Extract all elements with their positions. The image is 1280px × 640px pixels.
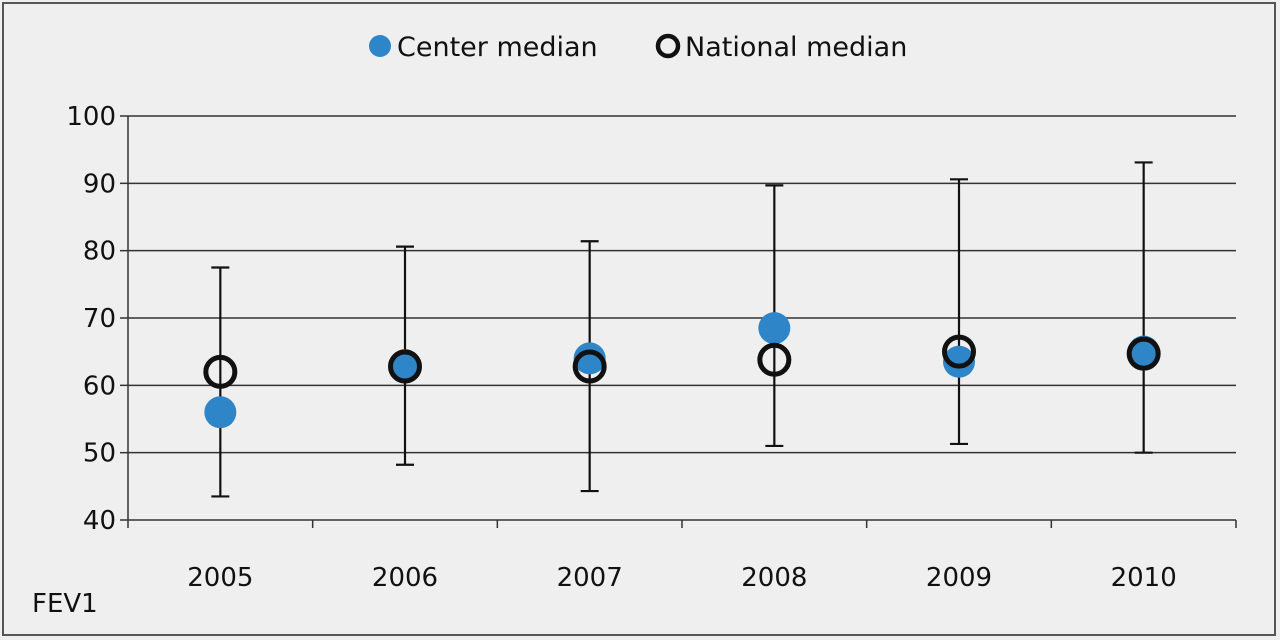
y-tick-label: 90	[83, 169, 116, 199]
y-tick-label: 60	[83, 371, 116, 401]
center-median-point	[204, 396, 237, 429]
center-median-point	[943, 345, 975, 378]
national-median-point	[1126, 336, 1161, 371]
national-median-point	[942, 334, 976, 369]
y-axis-label: FEV1	[32, 589, 98, 619]
legend-marker-center-median	[369, 35, 391, 57]
center-median-point	[758, 312, 791, 345]
y-tick-label: 50	[83, 439, 116, 469]
x-tick-label: 2010	[1111, 563, 1177, 593]
center-median-point	[573, 342, 606, 375]
national-median-point	[757, 342, 792, 377]
national-median-point	[572, 349, 607, 384]
x-tick-label: 2006	[372, 563, 438, 593]
y-tick-label: 40	[83, 506, 116, 536]
legend-label-center-median: Center median	[397, 32, 598, 63]
error-bars	[211, 161, 1153, 498]
national-median-point	[388, 349, 422, 384]
y-tick-label: 80	[83, 237, 116, 267]
x-tick-label: 2007	[557, 563, 623, 593]
national-median-point	[203, 354, 238, 389]
x-tick-label: 2009	[926, 563, 992, 593]
y-tick-labels: 40 50 60 70 80 90 100	[66, 102, 116, 536]
gridlines	[128, 115, 1236, 454]
legend-label-national-median: National median	[685, 32, 907, 63]
x-tick-label: 2008	[741, 563, 807, 593]
y-tick-label: 70	[83, 304, 116, 334]
y-tick-label: 100	[66, 102, 116, 132]
x-tick-labels: 2005 2006 2007 2008 2009 2010	[187, 563, 1177, 593]
x-tick-label: 2005	[187, 563, 253, 593]
axes	[120, 115, 1237, 528]
legend-marker-national-median	[655, 33, 681, 59]
legend: Center median National median	[369, 32, 907, 63]
data-points	[203, 312, 1161, 429]
